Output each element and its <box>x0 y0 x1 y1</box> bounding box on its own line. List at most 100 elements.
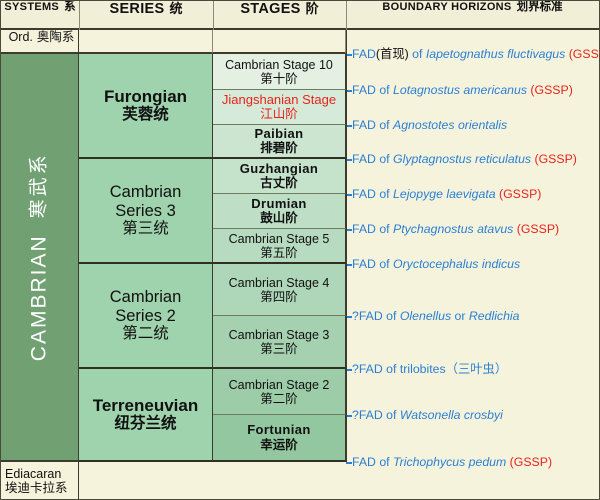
boundary-horizon-7: ?FAD of Olenellus or Redlichia <box>352 310 520 322</box>
boundary-horizon-0-taxon: Iapetognathus fluctivagus <box>425 47 566 61</box>
stage-paibian-cn: 排碧阶 <box>260 141 298 156</box>
boundary-horizon-5-taxon: Ptychagnostus atavus <box>393 222 514 236</box>
boundary-horizon-1-prefix: FAD <box>352 83 376 97</box>
boundary-tick-10 <box>346 462 352 464</box>
series-furongian: Furongian 芙蓉统 <box>79 54 213 159</box>
boundary-horizon-0-gssp: (GSSP) <box>568 47 600 61</box>
header-divider-3 <box>346 1 347 30</box>
boundary-tick-9 <box>346 415 352 417</box>
system-ediacaran: Ediacaran 埃迪卡拉系 <box>1 462 79 499</box>
series-terreneuvian-en: Terreneuvian <box>92 396 199 416</box>
boundary-horizon-8-cn-tail: （三叶虫） <box>445 362 508 376</box>
header-series: SERIES 统 <box>79 1 213 30</box>
stage-guzhangian-cn: 古丈阶 <box>260 176 298 191</box>
stage-cambrian-stage-4-cn: 第四阶 <box>260 289 298 304</box>
boundary-horizon-8-plain: trilobites <box>399 362 446 376</box>
boundary-horizon-6-mid: of <box>375 257 394 271</box>
series-terreneuvian-cn: 纽芬兰统 <box>114 415 177 433</box>
ordovician-series-empty <box>79 30 213 54</box>
boundary-horizon-2: FAD of Agnostotes orientalis <box>352 119 507 131</box>
boundary-horizon-0-prefix: FAD <box>352 47 376 61</box>
boundary-horizon-4-gssp: (GSSP) <box>499 187 542 201</box>
system-ordovician-cn: 奥陶系 <box>36 30 75 44</box>
stage-paibian-en: Paibian <box>254 125 304 141</box>
boundary-tick-3 <box>346 159 352 161</box>
boundary-horizon-3-taxon: Glyptagnostus reticulatus <box>393 152 532 166</box>
boundary-horizon-6: FAD of Oryctocephalus indicus <box>352 258 520 270</box>
stage-guzhangian: Guzhangian 古丈阶 <box>213 159 346 194</box>
stage-cambrian-stage-4: Cambrian Stage 4 第四阶 <box>213 264 346 316</box>
system-ordovician: Ord. 奥陶系 <box>1 30 79 54</box>
stage-jiangshanian-cn: 江山阶 <box>260 107 298 122</box>
header-boundary-horizons: BOUNDARY HORIZONS 划界标准 <box>346 1 599 30</box>
system-cambrian-label: CAMBRIAN 寒武系 <box>28 153 52 362</box>
boundary-tick-4 <box>346 194 352 196</box>
boundary-horizon-7-taxon: Olenellus <box>399 309 452 323</box>
stage-cambrian-stage-10-cn: 第十阶 <box>260 71 298 86</box>
stage-drumian-en: Drumian <box>251 195 307 211</box>
boundary-horizon-5-prefix: FAD <box>352 222 376 236</box>
boundary-horizon-4: FAD of Lejopyge laevigata (GSSP) <box>352 188 541 200</box>
boundary-horizon-8: ?FAD of trilobites（三叶虫） <box>352 363 507 375</box>
boundary-horizon-1-mid: of <box>375 83 394 97</box>
header-systems-cn: 系 <box>64 1 76 13</box>
header-boundary-horizons-en: BOUNDARY HORIZONS <box>382 1 512 13</box>
header-divider-1 <box>79 1 80 30</box>
boundary-horizon-2-mid: of <box>375 118 394 132</box>
boundary-horizon-8-mid: of <box>382 362 400 376</box>
header-stages-en: STAGES <box>240 1 301 17</box>
series-cambrian-series-3-cn: 第三统 <box>122 220 169 238</box>
boundary-horizon-0-cn-note: (首现) <box>375 47 409 61</box>
header-stages: STAGES 阶 <box>213 1 346 30</box>
system-cambrian-cn: 寒武系 <box>28 152 50 219</box>
boundary-horizon-3-prefix: FAD <box>352 152 376 166</box>
stage-jiangshanian: Jiangshanian Stage 江山阶 <box>213 90 346 125</box>
boundary-horizon-9-prefix: ?FAD <box>352 408 383 422</box>
boundary-horizon-5-mid: of <box>375 222 394 236</box>
boundary-tick-0 <box>346 54 352 56</box>
stage-cambrian-stage-5-cn: 第五阶 <box>260 245 298 260</box>
boundary-horizon-3-mid: of <box>375 152 394 166</box>
header-series-en: SERIES <box>109 1 165 17</box>
boundary-horizon-8-prefix: ?FAD <box>352 362 383 376</box>
boundary-tick-6 <box>346 264 352 266</box>
boundary-horizon-7-taxon2: Redlichia <box>468 309 520 323</box>
stage-cambrian-stage-2-en: Cambrian Stage 2 <box>228 377 330 392</box>
header-series-cn: 统 <box>169 1 183 16</box>
series-cambrian-series-3-en-line2: Series 3 <box>115 201 176 220</box>
boundary-tick-5 <box>346 229 352 231</box>
series-furongian-cn: 芙蓉统 <box>122 106 169 124</box>
stage-cambrian-stage-3-cn: 第三阶 <box>260 341 298 356</box>
series-furongian-en: Furongian <box>103 87 188 107</box>
boundary-horizon-0: FAD(首现) of Iapetognathus fluctivagus (GS… <box>352 48 600 60</box>
boundary-horizon-4-prefix: FAD <box>352 187 376 201</box>
header-systems: SYSTEMS 系 <box>1 1 79 30</box>
boundary-horizon-5: FAD of Ptychagnostus atavus (GSSP) <box>352 223 559 235</box>
boundary-horizon-1-taxon: Lotagnostus americanus <box>393 83 527 97</box>
ordovician-boundary-empty <box>346 30 599 54</box>
ediacaran-right-fill <box>79 462 599 499</box>
header-systems-en: SYSTEMS <box>4 1 60 13</box>
boundary-tick-7 <box>346 316 352 318</box>
boundary-horizon-9: ?FAD of Watsonella crosbyi <box>352 409 503 421</box>
stage-drumian: Drumian 鼓山阶 <box>213 194 346 229</box>
boundary-horizon-7-mid: of <box>382 309 400 323</box>
system-ediacaran-en: Ediacaran <box>5 466 62 481</box>
boundary-horizon-10-prefix: FAD <box>352 455 376 469</box>
series-cambrian-series-2-en-line1: Cambrian <box>109 288 182 307</box>
header-stages-cn: 阶 <box>305 1 319 16</box>
stage-guzhangian-en: Guzhangian <box>239 160 319 176</box>
boundary-horizon-9-mid: of <box>382 408 400 422</box>
stage-cambrian-stage-2-cn: 第二阶 <box>260 391 298 406</box>
boundary-horizon-1-gssp: (GSSP) <box>530 83 573 97</box>
boundary-horizon-7-joiner: or <box>451 309 469 323</box>
system-cambrian: CAMBRIAN 寒武系 <box>1 54 79 462</box>
stage-jiangshanian-en: Jiangshanian Stage <box>221 91 337 107</box>
system-ediacaran-cn: 埃迪卡拉系 <box>5 480 68 495</box>
stage-cambrian-stage-4-en: Cambrian Stage 4 <box>228 275 330 290</box>
boundary-horizon-1: FAD of Lotagnostus americanus (GSSP) <box>352 84 573 96</box>
series-cambrian-series-2-cn: 第二统 <box>122 325 169 343</box>
stage-drumian-cn: 鼓山阶 <box>260 211 298 226</box>
series-cambrian-series-2-en-line2: Series 2 <box>115 306 176 325</box>
